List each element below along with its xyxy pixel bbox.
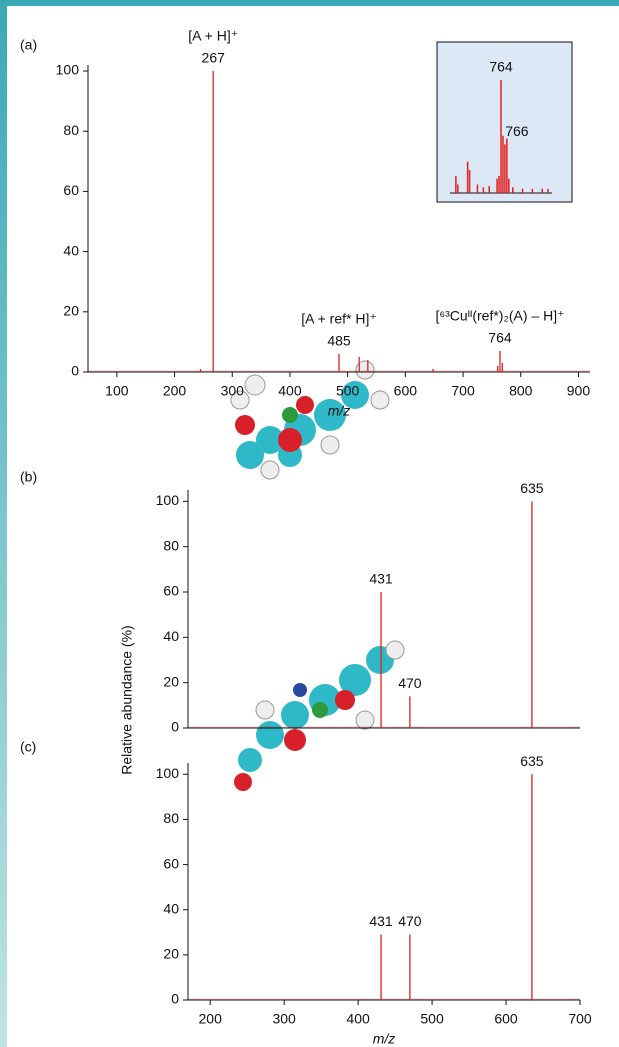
y-tick-label: 40 — [163, 900, 179, 916]
y-tick-label: 100 — [156, 765, 180, 781]
molecule — [230, 360, 390, 480]
peak-label: 764 — [489, 59, 513, 75]
y-tick-label: 40 — [163, 628, 179, 644]
x-tick-label: 400 — [278, 383, 302, 399]
y-tick-label: 80 — [63, 122, 79, 138]
peak-annotation: [A + H]⁺ — [188, 28, 238, 44]
y-tick-label: 20 — [163, 946, 179, 962]
x-tick-label: 200 — [199, 1011, 223, 1027]
y-tick-label: 0 — [71, 363, 79, 379]
y-tick-label: 80 — [163, 810, 179, 826]
molecule — [234, 640, 405, 791]
x-axis-label: m/z — [373, 1031, 396, 1047]
x-tick-label: 600 — [494, 1011, 518, 1027]
x-tick-label: 700 — [568, 1011, 592, 1027]
x-tick-label: 400 — [346, 1011, 370, 1027]
panel-label: (c) — [20, 739, 36, 755]
x-tick-label: 500 — [420, 1011, 444, 1027]
peak-label: 267 — [202, 50, 226, 66]
peak-annotation: [⁶³Cuᴵᴵ(ref*)₂(A) – H]⁺ — [435, 308, 564, 324]
peak-label: 764 — [488, 330, 512, 346]
y-tick-label: 60 — [163, 855, 179, 871]
x-tick-label: 100 — [105, 383, 129, 399]
x-tick-label: 700 — [451, 383, 475, 399]
x-tick-label: 200 — [163, 383, 187, 399]
peak-label: 470 — [398, 675, 422, 691]
side-band — [0, 0, 7, 1047]
y-tick-label: 20 — [63, 303, 79, 319]
peak-annotation: [A + ref* H]⁺ — [301, 311, 376, 327]
y-tick-label: 80 — [163, 537, 179, 553]
x-tick-label: 300 — [272, 1011, 296, 1027]
panel-label: (b) — [20, 469, 37, 485]
x-tick-label: 300 — [221, 383, 245, 399]
y-tick-label: 100 — [56, 62, 80, 78]
x-tick-label: 500 — [336, 383, 360, 399]
peak-label: 431 — [369, 571, 393, 587]
y-tick-label: 60 — [163, 583, 179, 599]
x-tick-label: 600 — [394, 383, 418, 399]
peak-label: 766 — [505, 123, 529, 139]
y-axis-label: Relative abundance (%) — [119, 625, 135, 774]
y-tick-label: 40 — [63, 242, 79, 258]
peak-label: 485 — [327, 333, 351, 349]
x-tick-label: 900 — [567, 383, 591, 399]
x-tick-label: 800 — [509, 383, 533, 399]
y-tick-label: 60 — [63, 182, 79, 198]
top-band — [0, 0, 619, 6]
panel-label: (a) — [20, 37, 37, 53]
peak-label: 635 — [520, 480, 544, 496]
peak-label: 470 — [398, 913, 422, 929]
x-axis-label: m/z — [328, 403, 351, 419]
peak-label: 431 — [369, 913, 393, 929]
y-tick-label: 20 — [163, 673, 179, 689]
y-tick-label: 0 — [171, 719, 179, 735]
peak-label: 635 — [520, 753, 544, 769]
y-tick-label: 100 — [156, 492, 180, 508]
y-tick-label: 0 — [171, 991, 179, 1007]
